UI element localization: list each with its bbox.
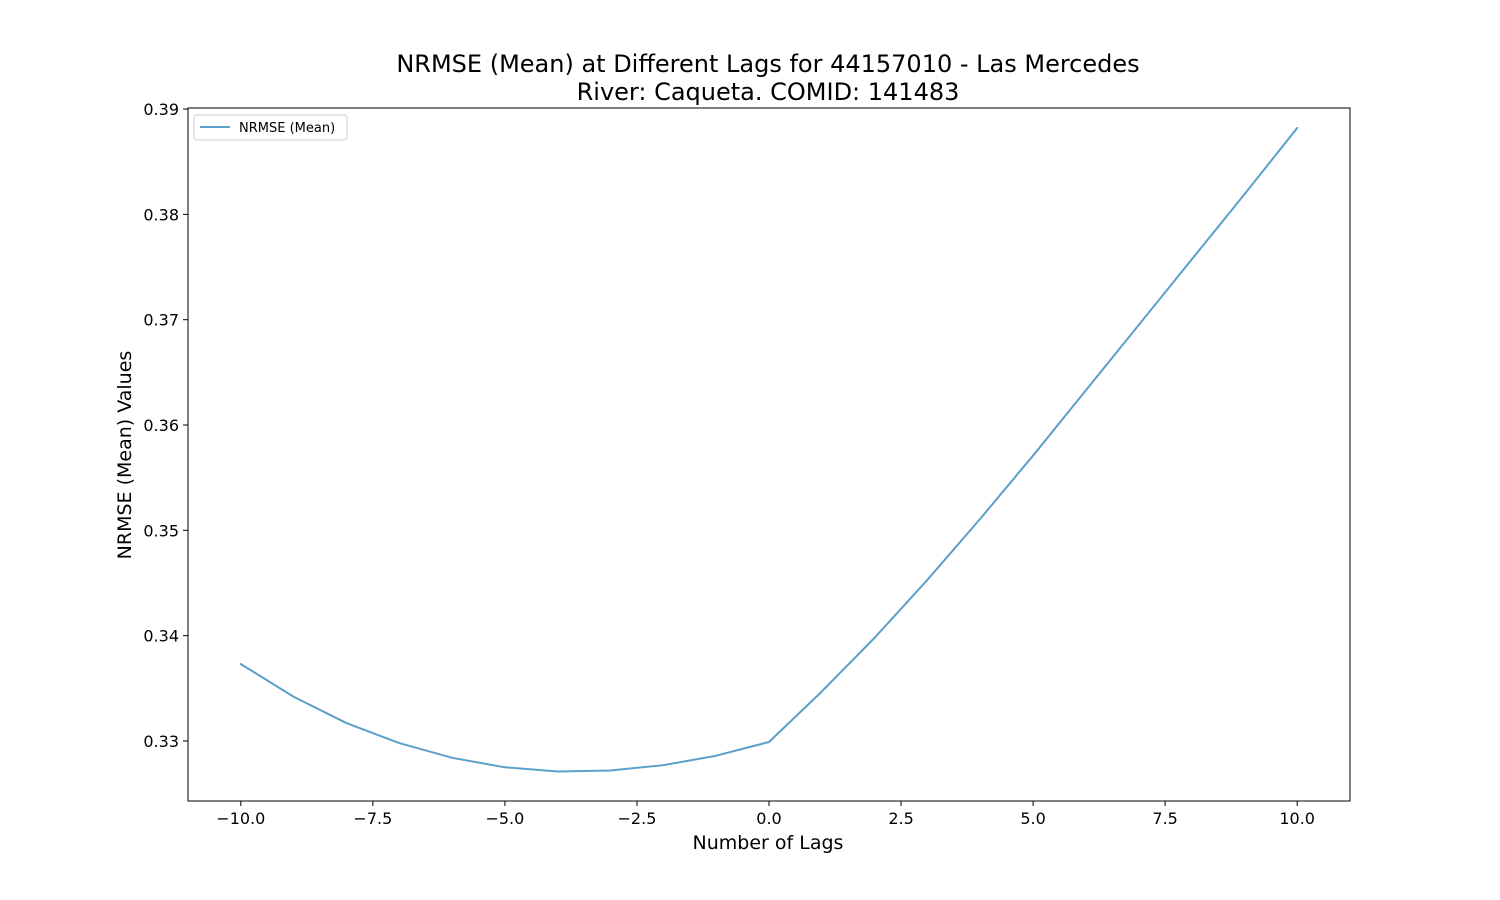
x-tick-label: 0.0 <box>756 809 781 828</box>
x-axis: −10.0 −7.5 −5.0 −2.5 0.0 2.5 5.0 7.5 10.0 <box>216 801 1315 828</box>
data-point <box>1243 193 1246 196</box>
data-point <box>609 769 612 772</box>
series-line <box>239 127 1299 773</box>
data-point <box>1296 127 1298 129</box>
data-point <box>926 579 929 581</box>
x-axis-label: Number of Lags <box>693 832 844 854</box>
x-tick-label: 2.5 <box>888 809 913 828</box>
y-tick-label: 0.34 <box>143 627 179 646</box>
legend: NRMSE (Mean) <box>193 114 348 141</box>
chart-title-line1: NRMSE (Mean) at Different Lags for 44157… <box>396 50 1139 78</box>
x-tick-label: 7.5 <box>1152 809 1177 828</box>
y-axis: 0.33 0.34 0.35 0.36 0.37 0.38 0.39 <box>143 100 188 751</box>
data-point <box>504 766 506 769</box>
legend-label: NRMSE (Mean) <box>239 121 335 136</box>
legend-box <box>193 114 348 141</box>
data-point <box>1032 454 1034 457</box>
data-point <box>292 695 295 698</box>
x-tick-label: −7.5 <box>353 809 392 828</box>
data-point <box>398 742 401 744</box>
data-point <box>821 690 823 693</box>
x-tick-label: 10.0 <box>1279 809 1315 828</box>
data-point <box>768 741 770 743</box>
x-tick-label: −2.5 <box>618 809 657 828</box>
data-point <box>715 754 717 757</box>
plot-area <box>239 127 1299 773</box>
y-tick-label: 0.38 <box>143 205 179 224</box>
data-point <box>1137 324 1140 326</box>
data-point <box>345 722 348 724</box>
plot-frame <box>187 107 1351 802</box>
y-axis-label: NRMSE (Mean) Values <box>114 351 136 560</box>
data-point <box>873 636 876 639</box>
y-tick-label: 0.36 <box>143 416 179 435</box>
y-tick-label: 0.39 <box>143 100 179 119</box>
y-tick-label: 0.37 <box>143 311 179 330</box>
chart-title-line2: River: Caqueta. COMID: 141483 <box>577 78 960 106</box>
y-tick-label: 0.35 <box>143 521 179 540</box>
data-point <box>662 764 665 766</box>
data-point <box>1085 389 1087 392</box>
x-tick-label: −5.0 <box>485 809 524 828</box>
data-point <box>979 517 982 520</box>
data-point <box>451 757 453 759</box>
x-tick-label: −10.0 <box>216 809 265 828</box>
data-point <box>240 663 242 665</box>
data-point <box>556 770 559 773</box>
data-point <box>1190 258 1193 261</box>
y-tick-label: 0.33 <box>143 732 179 751</box>
x-tick-label: 5.0 <box>1020 809 1045 828</box>
